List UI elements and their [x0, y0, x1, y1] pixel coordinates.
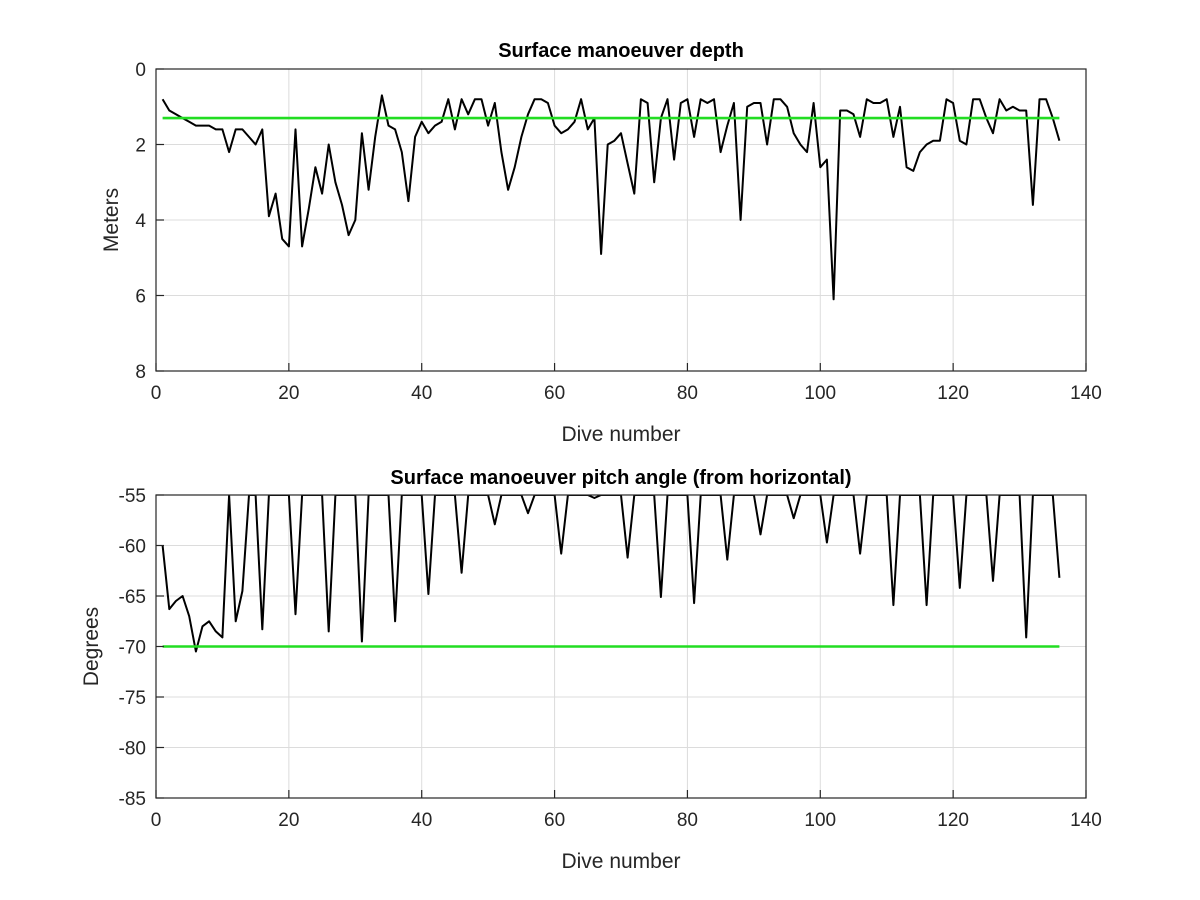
pitch-y-tick-label: -85: [119, 789, 146, 810]
pitch-x-tick-label: 80: [677, 810, 698, 831]
depth-y-tick-label: 6: [135, 287, 146, 308]
depth-x-tick-label: 120: [937, 383, 969, 404]
pitch-y-tick-label: -60: [119, 537, 146, 558]
depth-x-tick-label: 40: [411, 383, 432, 404]
pitch-x-tick-label: 60: [544, 810, 565, 831]
depth-x-tick-label: 20: [278, 383, 299, 404]
depth-x-tick-label: 100: [804, 383, 836, 404]
pitch-x-tick-label: 100: [804, 810, 836, 831]
depth-y-axis-label: Meters: [100, 188, 123, 252]
depth-y-tick-label: 8: [135, 362, 146, 383]
pitch-chart-title: Surface manoeuver pitch angle (from hori…: [390, 467, 851, 489]
pitch-chart: 0 20 40 60 80 100 120 140-55-60-65-70-75-80-85 …: [80, 467, 1102, 873]
depth-data-line: [161, 94, 1061, 301]
pitch-x-tick-label: 40: [411, 810, 432, 831]
pitch-y-tick-label: -65: [119, 587, 146, 608]
pitch-data-line: [161, 495, 1061, 653]
pitch-y-tick-label: -55: [119, 486, 146, 507]
pitch-x-tick-label: 120: [937, 810, 969, 831]
pitch-y-tick-label: -70: [119, 638, 146, 659]
depth-x-axis-label: Dive number: [561, 423, 680, 446]
depth-x-tick-label: 60: [544, 383, 565, 404]
depth-y-tick-label: 4: [135, 211, 146, 232]
pitch-x-axis-label: Dive number: [561, 850, 680, 873]
depth-y-tick-label: 0: [135, 60, 146, 81]
depth-x-tick-label: 80: [677, 383, 698, 404]
pitch-y-axis-label: Degrees: [80, 607, 103, 686]
depth-x-tick-label: 0: [151, 383, 162, 404]
pitch-y-tick-label: -75: [119, 688, 146, 709]
depth-y-tick-label: 2: [135, 136, 146, 157]
pitch-y-tick-label: -80: [119, 739, 146, 760]
pitch-x-tick-label: 140: [1070, 810, 1102, 831]
pitch-x-tick-label: 0: [151, 810, 162, 831]
depth-chart: 0 20 40 60 80 100 120 140 0 2 4 6 8 Surface manoeuve…: [100, 40, 1102, 446]
depth-chart-title: Surface manoeuver depth: [498, 40, 744, 62]
depth-x-tick-label: 140: [1070, 383, 1102, 404]
pitch-x-tick-label: 20: [278, 810, 299, 831]
